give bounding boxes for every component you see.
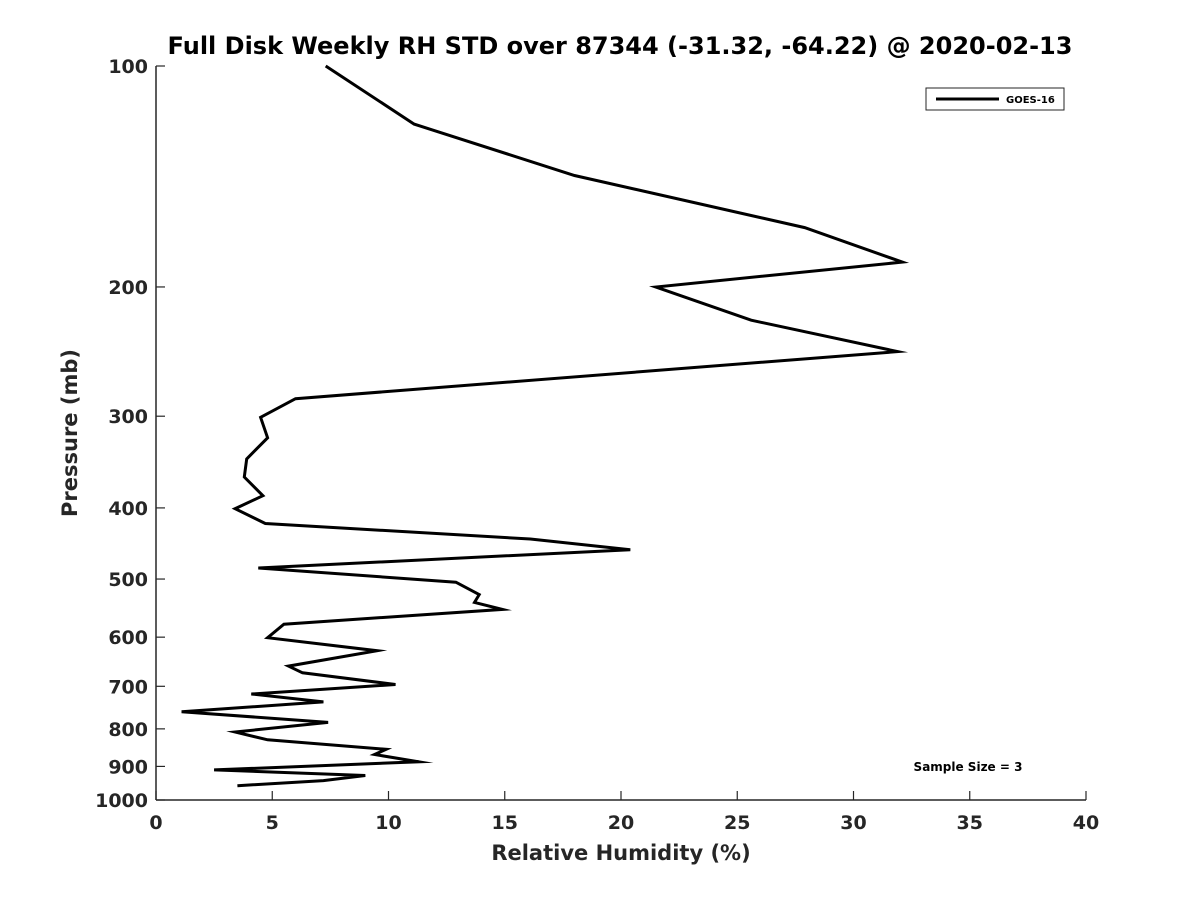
series-line-goes-16	[181, 64, 910, 788]
y-tick-label: 100	[108, 56, 148, 78]
x-tick-label: 40	[1073, 812, 1099, 834]
y-ticks: 100 200 300 400 500 600 700 800 900 1000	[95, 56, 165, 812]
y-tick-label: 400	[108, 498, 148, 520]
x-tick-label: 35	[957, 812, 983, 834]
chart-title: Full Disk Weekly RH STD over 87344 (-31.…	[168, 32, 1073, 60]
x-tick-label: 15	[492, 812, 518, 834]
x-ticks: 0 5 10 15 20 25 30 35 40	[149, 791, 1099, 834]
x-tick-label: 20	[608, 812, 634, 834]
x-tick-label: 30	[840, 812, 866, 834]
x-axis-label: Relative Humidity (%)	[491, 841, 750, 865]
legend: GOES-16	[925, 87, 1065, 111]
y-tick-label: 700	[108, 676, 148, 698]
x-tick-label: 25	[724, 812, 750, 834]
x-tick-label: 0	[149, 812, 162, 834]
y-tick-label: 500	[108, 569, 148, 591]
y-tick-label: 900	[108, 756, 148, 778]
y-tick-label: 600	[108, 627, 148, 649]
series-layer	[181, 64, 910, 788]
sample-size-annotation: Sample Size = 3	[914, 760, 1023, 774]
y-axis-label: Pressure (mb)	[58, 349, 82, 517]
y-tick-label: 1000	[95, 790, 148, 812]
y-tick-label: 200	[108, 277, 148, 299]
y-tick-label: 300	[108, 406, 148, 428]
x-tick-label: 5	[266, 812, 279, 834]
legend-label-goes-16: GOES-16	[1006, 95, 1055, 106]
y-tick-label: 800	[108, 719, 148, 741]
x-tick-label: 10	[375, 812, 401, 834]
